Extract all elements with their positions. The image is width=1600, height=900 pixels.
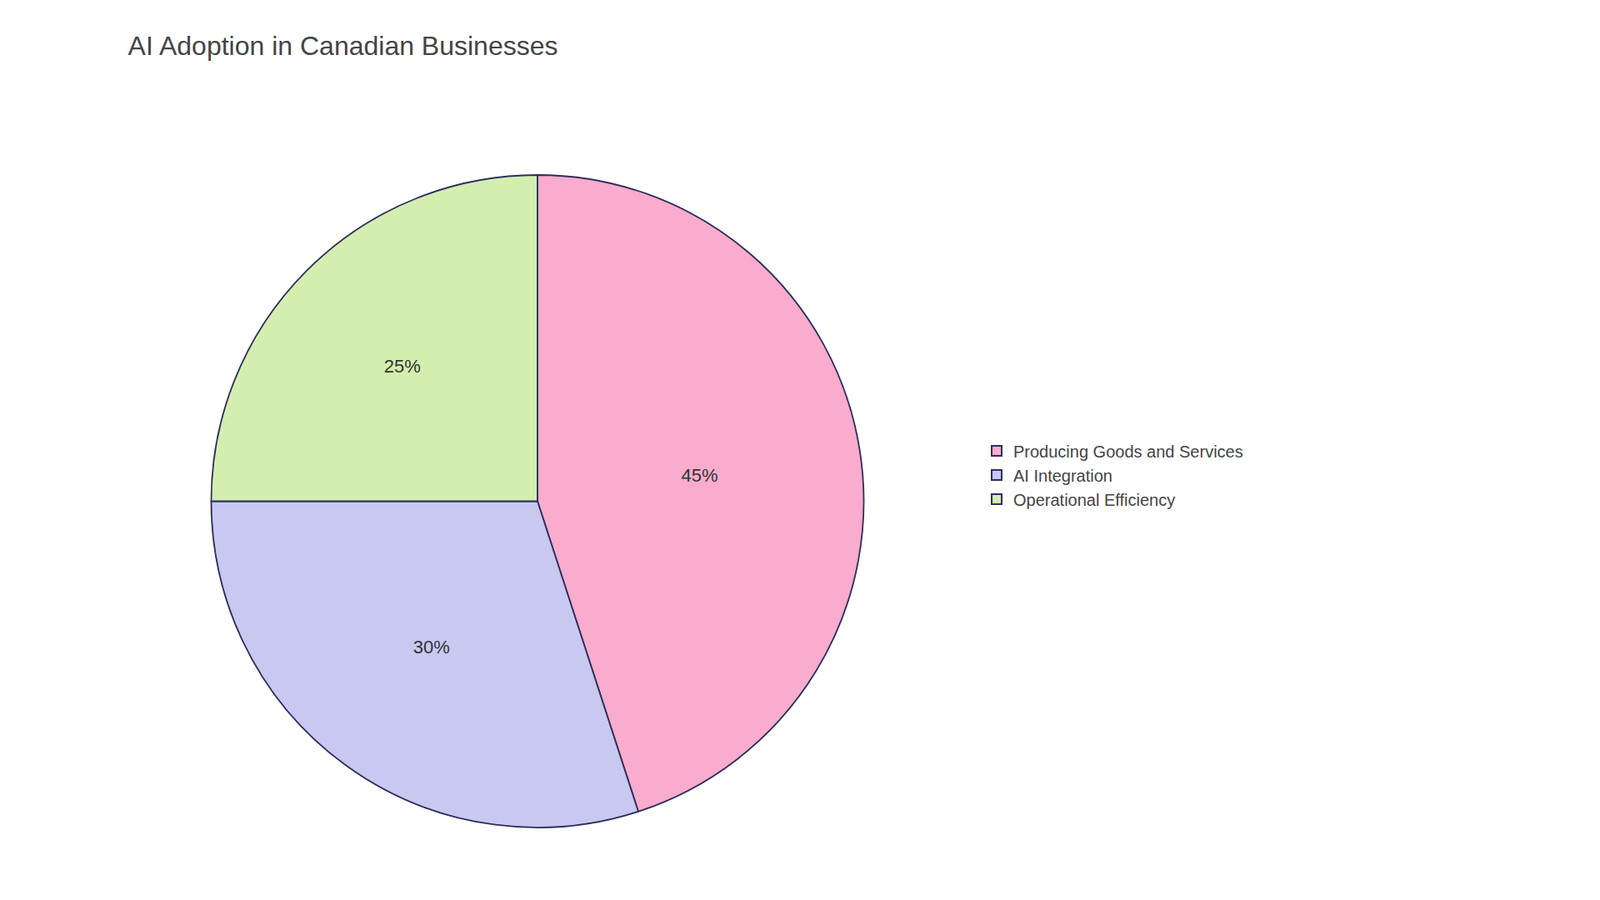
svg-text:AI Integration: AI Integration	[1013, 466, 1113, 485]
svg-text:30%: 30%	[413, 636, 450, 658]
svg-text:25%: 25%	[384, 355, 421, 377]
svg-text:Operational Efficiency: Operational Efficiency	[1013, 490, 1175, 510]
svg-text:Producing Goods and Services: Producing Goods and Services	[1013, 442, 1244, 461]
svg-text:45%: 45%	[681, 465, 719, 486]
svg-text:AI Adoption in Canadian Busine: AI Adoption in Canadian Businesses	[128, 30, 559, 61]
